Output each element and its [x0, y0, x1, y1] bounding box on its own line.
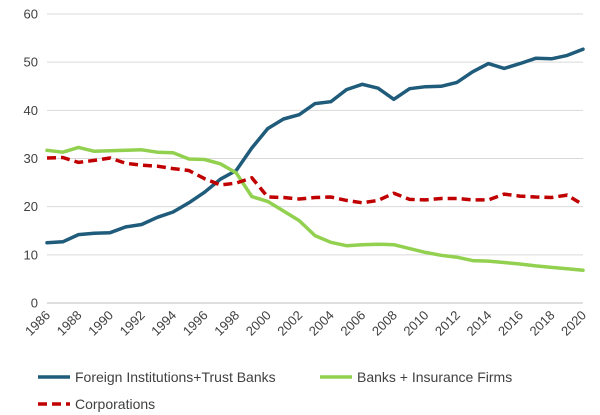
y-tick-label: 10: [24, 247, 38, 262]
x-tick-label: 1990: [85, 308, 116, 339]
series-line-corporations: [46, 155, 584, 207]
legend-item: Banks + Insurance Firms: [320, 369, 512, 385]
legend-label: Foreign Institutions+Trust Banks: [75, 369, 276, 385]
x-tick-label: 2002: [274, 308, 305, 339]
x-tick-label: 2012: [432, 308, 463, 339]
legend: Foreign Institutions+Trust Banks Banks + …: [38, 369, 512, 412]
y-tick-label: 0: [31, 296, 38, 311]
x-axis-tick-labels: 1986 1988 1990 1992 1994 1996 1998 2000 2002 2004…: [22, 308, 589, 339]
x-tick-label: 2006: [337, 308, 368, 339]
x-tick-label: 2010: [400, 308, 431, 339]
gridlines: [47, 13, 583, 304]
x-tick-label: 2004: [306, 308, 337, 339]
x-tick-label: 2016: [495, 308, 526, 339]
series-line-banks-insurance-firms: [45, 145, 585, 272]
legend-item: Corporations: [38, 396, 155, 412]
y-tick-label: 50: [24, 55, 38, 70]
y-tick-label: 30: [24, 151, 38, 166]
legend-item: Foreign Institutions+Trust Banks: [38, 369, 276, 385]
x-tick-label: 1986: [22, 308, 53, 339]
x-tick-label: 1992: [117, 308, 148, 339]
x-tick-label: 2020: [558, 308, 589, 339]
x-tick-label: 2014: [463, 308, 494, 339]
legend-label: Corporations: [75, 396, 155, 412]
x-tick-label: 1996: [180, 308, 211, 339]
y-tick-label: 20: [24, 199, 38, 214]
legend-label: Banks + Insurance Firms: [357, 369, 512, 385]
x-tick-label: 1998: [211, 308, 242, 339]
x-tick-label: 1994: [148, 308, 179, 339]
x-tick-label: 1988: [54, 308, 85, 339]
x-tick-label: 2018: [527, 308, 558, 339]
y-tick-label: 60: [24, 7, 38, 22]
series-line-foreign-institutions-trust-banks: [45, 47, 585, 245]
y-axis-tick-labels: 0 10 20 30 40 50 60: [24, 7, 38, 311]
y-tick-label: 40: [24, 103, 38, 118]
x-tick-label: 2000: [243, 308, 274, 339]
x-tick-label: 2008: [369, 308, 400, 339]
series-lines: [45, 47, 585, 272]
